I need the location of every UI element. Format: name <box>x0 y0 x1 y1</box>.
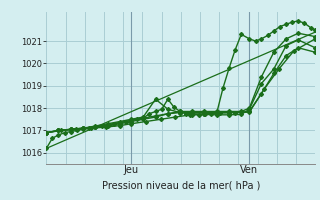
X-axis label: Pression niveau de la mer( hPa ): Pression niveau de la mer( hPa ) <box>102 181 260 191</box>
